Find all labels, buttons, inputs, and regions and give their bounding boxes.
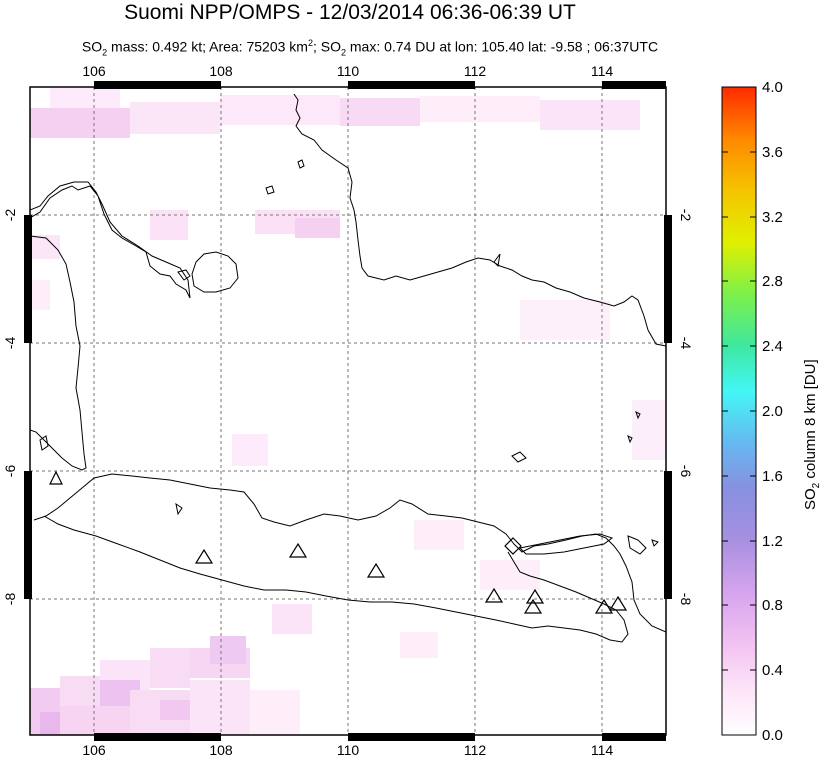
java-north-coast [33, 473, 666, 633]
y-tick-label: -4 [678, 337, 694, 350]
y-tick-label: -6 [678, 465, 694, 478]
belitung-coast [191, 251, 239, 293]
map-subtitle: SO2 mass: 0.492 kt; Area: 75203 km2; SO2… [81, 38, 659, 58]
small-island-east [651, 539, 659, 547]
triangle-icon [194, 548, 214, 564]
colorbar-label: 2.0 [762, 403, 783, 420]
so2-pixels [30, 88, 666, 735]
borneo-coast [293, 93, 666, 347]
axis-bars [24, 81, 672, 741]
colorbar-label: 4.0 [762, 79, 783, 96]
madura-coast [518, 533, 614, 555]
triangle-icon [288, 542, 308, 558]
x-tick-label: 108 [209, 63, 233, 79]
colorbar-label: 0.0 [762, 727, 783, 744]
colorbar-label: 3.2 [762, 209, 783, 226]
triangle-icon [49, 470, 63, 485]
small-island-java-sea-2 [175, 502, 183, 516]
x-tick-label: 106 [82, 742, 106, 758]
x-ticks-top: 106 108 110 112 114 [82, 63, 613, 79]
y-tick-label: -6 [2, 465, 18, 478]
x-tick-label: 106 [82, 63, 106, 79]
y-tick-label: -8 [678, 593, 694, 606]
colorbar-label: 0.4 [762, 662, 783, 679]
triangle-icon [504, 537, 522, 555]
colorbar-label: 3.6 [762, 144, 783, 161]
colorbar-title-suffix: column 8 km [DU] [802, 359, 819, 482]
sumatra-coast [30, 181, 191, 299]
colorbar-title: SO2 column 8 km [DU] [802, 359, 822, 510]
x-tick-label: 114 [591, 742, 614, 758]
x-tick-label: 108 [209, 742, 233, 758]
triangle-icon [608, 595, 628, 611]
subtitle-so2-max: max: 0.74 DU at lon: 105.40 lat: -9.58 ;… [346, 38, 659, 55]
subtitle-so2-prefix: SO [81, 38, 103, 55]
small-island [177, 269, 191, 281]
x-tick-label: 114 [591, 63, 614, 79]
map-title: Suomi NPP/OMPS - 12/03/2014 06:36-06:39 … [124, 1, 576, 24]
small-island-ne-2 [635, 411, 641, 420]
subtitle-mass-area: mass: 0.492 kt; Area: 75203 km [107, 38, 308, 55]
colorbar-ticks [722, 86, 756, 736]
triangle-icon [523, 598, 543, 614]
colorbar-title-sub: 2 [811, 482, 822, 488]
graticule [30, 87, 666, 735]
java-south-coast [43, 515, 629, 643]
small-island-ne [627, 435, 633, 444]
triangle-icon [366, 562, 386, 578]
y-tick-label: -4 [2, 337, 18, 350]
triangle-icon [484, 587, 504, 603]
y-ticks-left: -2 -4 -6 -8 [2, 209, 18, 606]
y-tick-label: -2 [678, 209, 694, 222]
triangle-icon [525, 588, 545, 604]
x-tick-label: 110 [337, 63, 360, 79]
small-island-west [39, 435, 49, 451]
y-tick-label: -8 [2, 593, 18, 606]
volcano-markers [49, 470, 628, 614]
y-ticks-right: -2 -4 -6 -8 [678, 209, 694, 606]
sumatra-west-coast [30, 235, 87, 471]
bali-coast [627, 535, 647, 555]
subtitle-so2-max-prefix: ; SO [312, 38, 341, 55]
colorbar-label: 1.6 [762, 468, 783, 485]
colorbar-labels: 4.0 3.6 3.2 2.8 2.4 2.0 1.6 1.2 0.8 0.4 … [762, 79, 783, 744]
colorbar-label: 2.8 [762, 273, 783, 290]
small-island-north [265, 185, 275, 195]
colorbar-label: 2.4 [762, 338, 783, 355]
colorbar-title-prefix: SO [802, 488, 819, 510]
x-tick-label: 110 [337, 742, 360, 758]
x-tick-label: 112 [464, 742, 487, 758]
coastlines [30, 93, 666, 643]
small-island-borneo [493, 253, 501, 268]
x-ticks-bottom: 106 108 110 112 114 [82, 742, 613, 758]
y-tick-label: -2 [2, 209, 18, 222]
small-island-north-2 [297, 159, 305, 169]
colorbar-label: 0.8 [762, 597, 783, 614]
x-tick-label: 112 [464, 63, 487, 79]
colorbar-label: 1.2 [762, 533, 783, 550]
small-island-java-sea [511, 451, 527, 463]
triangle-icon [594, 598, 614, 614]
